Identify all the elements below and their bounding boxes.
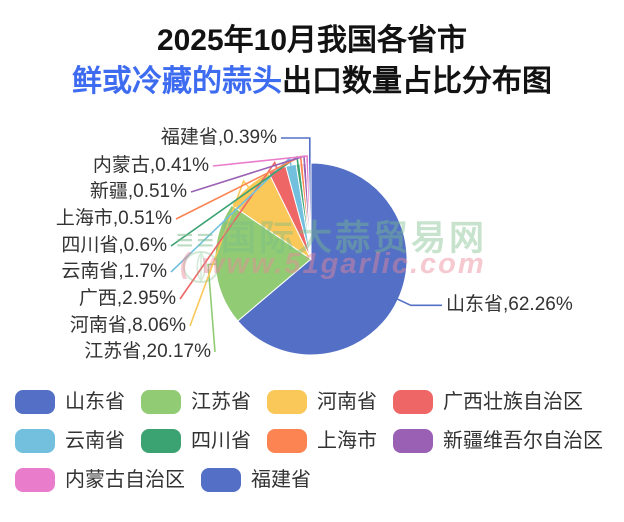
legend-label: 河南省 bbox=[317, 391, 377, 413]
legend-label: 四川省 bbox=[191, 430, 251, 452]
pie-label-广西: 广西,2.95% bbox=[78, 288, 176, 309]
legend-item-山东省[interactable]: 山东省 bbox=[15, 390, 125, 414]
pie-label-山东省: 山东省,62.26% bbox=[446, 294, 573, 315]
legend-label: 内蒙古自治区 bbox=[65, 469, 185, 491]
legend-label: 山东省 bbox=[65, 391, 125, 413]
legend-swatch bbox=[15, 390, 55, 414]
legend-swatch bbox=[201, 468, 241, 492]
legend-label: 广西壮族自治区 bbox=[443, 391, 583, 413]
legend-label: 新疆维吾尔自治区 bbox=[443, 430, 603, 452]
legend-item-广西壮族自治区[interactable]: 广西壮族自治区 bbox=[393, 390, 583, 414]
legend-swatch bbox=[393, 429, 433, 453]
title-line1: 2025年10月我国各省市 bbox=[156, 24, 468, 57]
legend-swatch bbox=[267, 390, 307, 414]
pie-label-河南省: 河南省,8.06% bbox=[69, 315, 186, 336]
legend-swatch bbox=[141, 429, 181, 453]
title-rest: 出口数量占比分布图 bbox=[282, 65, 552, 98]
legend-label: 上海市 bbox=[317, 430, 377, 452]
pie-label-内蒙古: 内蒙古,0.41% bbox=[92, 155, 209, 176]
pie-svg bbox=[170, 137, 442, 356]
label-line-山东省 bbox=[397, 298, 442, 307]
label-line-江苏省 bbox=[207, 263, 216, 353]
legend-item-江苏省[interactable]: 江苏省 bbox=[141, 390, 251, 414]
legend-item-内蒙古自治区[interactable]: 内蒙古自治区 bbox=[15, 468, 185, 492]
pie-label-江苏省: 江苏省,20.17% bbox=[84, 341, 211, 362]
legend-item-新疆维吾尔自治区[interactable]: 新疆维吾尔自治区 bbox=[393, 429, 603, 453]
label-line-内蒙古 bbox=[212, 155, 309, 167]
legend-item-福建省[interactable]: 福建省 bbox=[201, 468, 311, 492]
pie-label-四川省: 四川省,0.6% bbox=[61, 235, 167, 256]
label-line-福建省 bbox=[281, 137, 311, 164]
pie-label-福建省: 福建省,0.39% bbox=[160, 127, 277, 148]
legend: 山东省 江苏省 河南省 广西壮族自治区云南省 四川省 上海市 新疆维吾尔自治区内蒙古自治区 福… bbox=[15, 390, 615, 492]
label-line-广西 bbox=[179, 160, 279, 300]
legend-item-上海市[interactable]: 上海市 bbox=[267, 429, 377, 453]
legend-swatch bbox=[141, 390, 181, 414]
legend-swatch bbox=[15, 429, 55, 453]
legend-swatch bbox=[15, 468, 55, 492]
legend-swatch bbox=[393, 390, 433, 414]
legend-item-四川省[interactable]: 四川省 bbox=[141, 429, 251, 453]
legend-item-河南省[interactable]: 河南省 bbox=[267, 390, 377, 414]
pie-label-新疆: 新疆,0.51% bbox=[89, 181, 187, 202]
pie-label-云南省: 云南省,1.7% bbox=[61, 261, 167, 282]
legend-label: 江苏省 bbox=[191, 391, 251, 413]
title-keyword: 鲜或冷藏的蒜头 bbox=[72, 65, 282, 98]
title-line2: 鲜或冷藏的蒜头出口数量占比分布图 bbox=[0, 62, 624, 102]
chart-title: 2025年10月我国各省市 鲜或冷藏的蒜头出口数量占比分布图 bbox=[0, 22, 624, 102]
label-line-河南省 bbox=[189, 179, 250, 327]
legend-label: 福建省 bbox=[251, 469, 311, 491]
legend-label: 云南省 bbox=[65, 430, 125, 452]
legend-swatch bbox=[267, 429, 307, 453]
pie-label-上海市: 上海市,0.51% bbox=[55, 208, 172, 229]
legend-item-云南省[interactable]: 云南省 bbox=[15, 429, 125, 453]
